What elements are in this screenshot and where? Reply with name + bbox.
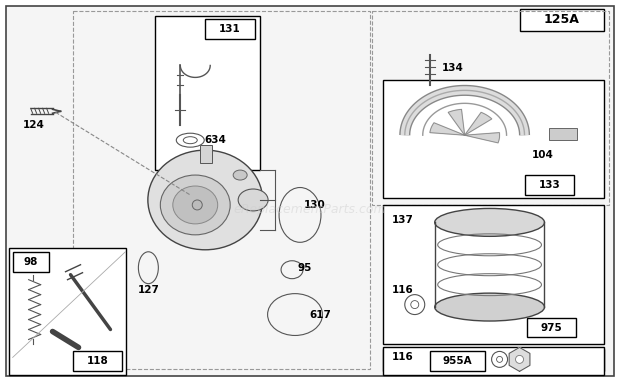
Ellipse shape	[435, 209, 544, 236]
Ellipse shape	[173, 186, 218, 224]
Bar	[9, 248, 126, 376]
Text: 127: 127	[138, 285, 159, 295]
Bar	[549, 128, 577, 140]
Polygon shape	[430, 123, 464, 135]
Bar	[200, 145, 212, 163]
Bar	[73, 351, 122, 371]
Polygon shape	[448, 109, 464, 135]
Bar	[430, 351, 485, 371]
Circle shape	[192, 200, 202, 210]
Bar	[383, 348, 604, 376]
Text: eReplacementParts.com: eReplacementParts.com	[234, 204, 386, 217]
Ellipse shape	[435, 293, 544, 321]
Bar	[383, 80, 604, 198]
Text: 118: 118	[87, 356, 108, 366]
Text: 133: 133	[539, 180, 560, 190]
Circle shape	[516, 355, 523, 363]
Polygon shape	[464, 133, 500, 143]
Ellipse shape	[161, 175, 230, 235]
Text: 137: 137	[392, 215, 414, 225]
Bar	[73, 11, 370, 369]
Bar	[12, 252, 48, 272]
Bar	[526, 317, 577, 337]
Bar	[520, 9, 604, 31]
Ellipse shape	[238, 189, 268, 211]
Bar	[156, 16, 260, 170]
Text: 131: 131	[219, 24, 241, 34]
Bar	[383, 350, 604, 371]
Ellipse shape	[148, 150, 263, 250]
Polygon shape	[464, 112, 492, 135]
Text: 130: 130	[304, 200, 326, 210]
Text: 95: 95	[298, 263, 312, 273]
Bar	[383, 205, 604, 345]
Ellipse shape	[233, 170, 247, 180]
Text: 124: 124	[23, 120, 45, 130]
Bar	[205, 19, 255, 39]
Text: 116: 116	[392, 352, 414, 363]
Text: 134: 134	[441, 63, 464, 73]
Text: 617: 617	[309, 309, 331, 320]
Text: 116: 116	[392, 285, 414, 295]
Bar	[372, 11, 609, 205]
Text: 955A: 955A	[442, 356, 472, 366]
Text: 104: 104	[531, 150, 554, 160]
Text: 975: 975	[541, 322, 562, 332]
Text: 125A: 125A	[544, 13, 580, 26]
Text: 98: 98	[24, 257, 38, 267]
Text: 634: 634	[204, 135, 226, 145]
Bar	[525, 175, 574, 195]
Polygon shape	[509, 348, 530, 371]
